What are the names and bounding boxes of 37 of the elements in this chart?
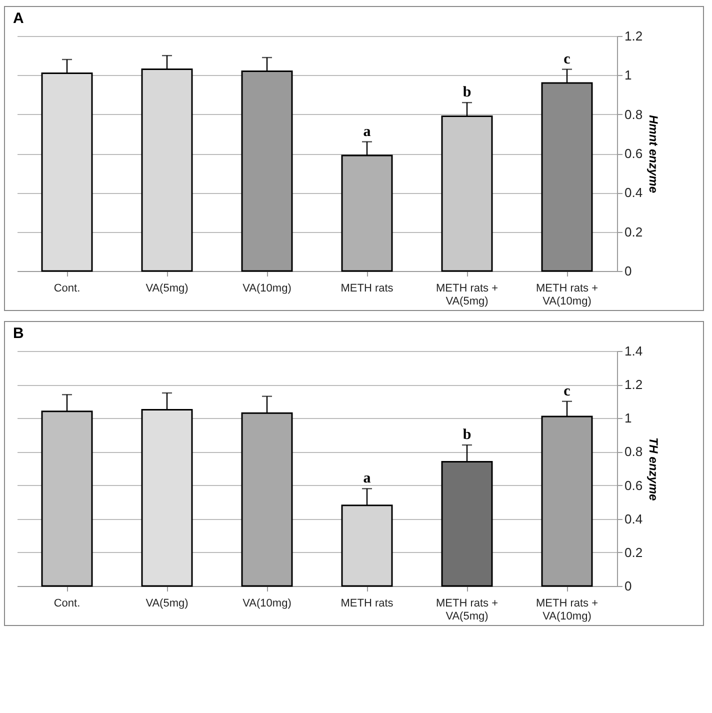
annotation: a [363, 124, 372, 140]
chart-title: A [13, 10, 24, 27]
y-tick-label: 0.8 [624, 106, 643, 122]
y-tick-label: 0.2 [624, 544, 643, 560]
annotation: c [564, 383, 571, 400]
y-axis-title: Hmnt enzyme [646, 114, 661, 194]
x-tick-label: METH rats [340, 598, 394, 610]
annotation: b [462, 427, 472, 443]
y-tick-label: 0.6 [624, 146, 643, 161]
x-tick-label: METH rats + VA(5mg) [436, 598, 498, 622]
annotation: b [462, 84, 472, 101]
y-tick-label: 1.2 [624, 377, 643, 392]
y-tick-label: 1 [624, 68, 632, 83]
y-tick-label: 0 [624, 264, 632, 278]
x-tick-label: VA(5mg) [146, 282, 188, 294]
x-tick-label: Cont. [54, 598, 80, 610]
x-tick-label: VA(5mg) [146, 598, 188, 610]
x-tick-label: METH rats + VA(5mg) [436, 282, 498, 308]
annotation: a [363, 470, 372, 487]
x-tick-label: VA(10mg) [242, 598, 292, 610]
y-tick-label: 0.8 [624, 444, 643, 460]
annotation: c [564, 51, 571, 68]
y-tick-label: 0 [624, 578, 632, 594]
x-tick-label: VA(10mg) [242, 282, 292, 294]
chart-title: B [13, 325, 24, 342]
y-tick-label: 0.6 [624, 478, 643, 493]
y-axis-title: TH enzyme [646, 437, 661, 501]
x-tick-label: METH rats + VA(10mg) [536, 598, 598, 622]
x-tick-label: Cont. [54, 282, 80, 294]
y-tick-label: 0.4 [624, 511, 643, 526]
y-tick-label: 1.2 [624, 28, 643, 44]
y-tick-label: 0.2 [624, 224, 643, 240]
y-tick-label: 1 [624, 410, 632, 426]
x-tick-label: METH rats [340, 282, 394, 294]
y-tick-label: 0.4 [624, 185, 643, 200]
x-tick-label: METH rats + VA(10mg) [536, 282, 598, 308]
y-tick-label: 1.4 [624, 344, 643, 358]
